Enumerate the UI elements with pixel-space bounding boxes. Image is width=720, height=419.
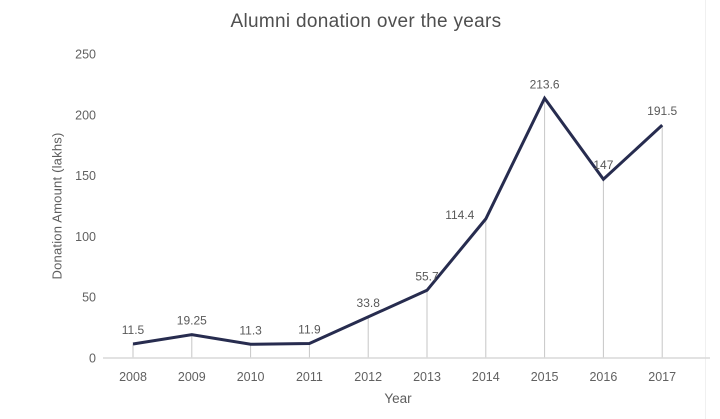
- data-point-label: 11.9: [298, 323, 321, 337]
- x-tick-label: 2016: [589, 370, 617, 384]
- data-point-label: 55.7: [415, 269, 439, 283]
- x-tick-label: 2015: [531, 370, 559, 384]
- x-tick-label: 2013: [413, 370, 441, 384]
- data-point-label: 19.25: [177, 314, 207, 328]
- chart-title: Alumni donation over the years: [230, 11, 502, 32]
- data-point-label: 114.4: [445, 208, 474, 222]
- data-point-label: 147: [593, 158, 613, 172]
- x-tick-label: 2009: [178, 370, 206, 384]
- x-tick-label: 2008: [119, 370, 147, 384]
- series-line: [132, 95, 664, 346]
- y-tick-label: 0: [89, 352, 96, 366]
- y-tick-label: 150: [75, 169, 96, 183]
- data-point-label: 33.8: [357, 296, 381, 310]
- y-tick-label: 250: [75, 48, 96, 62]
- data-point-label: 191.5: [647, 104, 677, 118]
- x-tick-label: 2011: [296, 370, 323, 384]
- x-axis-title: Year: [384, 391, 412, 406]
- y-tick-label: 100: [75, 230, 96, 244]
- x-tick-label: 2012: [354, 370, 382, 384]
- x-tick-label: 2017: [648, 370, 676, 384]
- data-point-label: 213.6: [530, 77, 560, 91]
- x-tick-label: 2014: [472, 370, 500, 384]
- x-tick-label: 2010: [237, 370, 265, 384]
- y-tick-label: 200: [75, 108, 96, 122]
- y-tick-label: 50: [82, 291, 96, 305]
- data-point-label: 11.5: [122, 323, 145, 337]
- data-point-label: 11.3: [239, 323, 262, 337]
